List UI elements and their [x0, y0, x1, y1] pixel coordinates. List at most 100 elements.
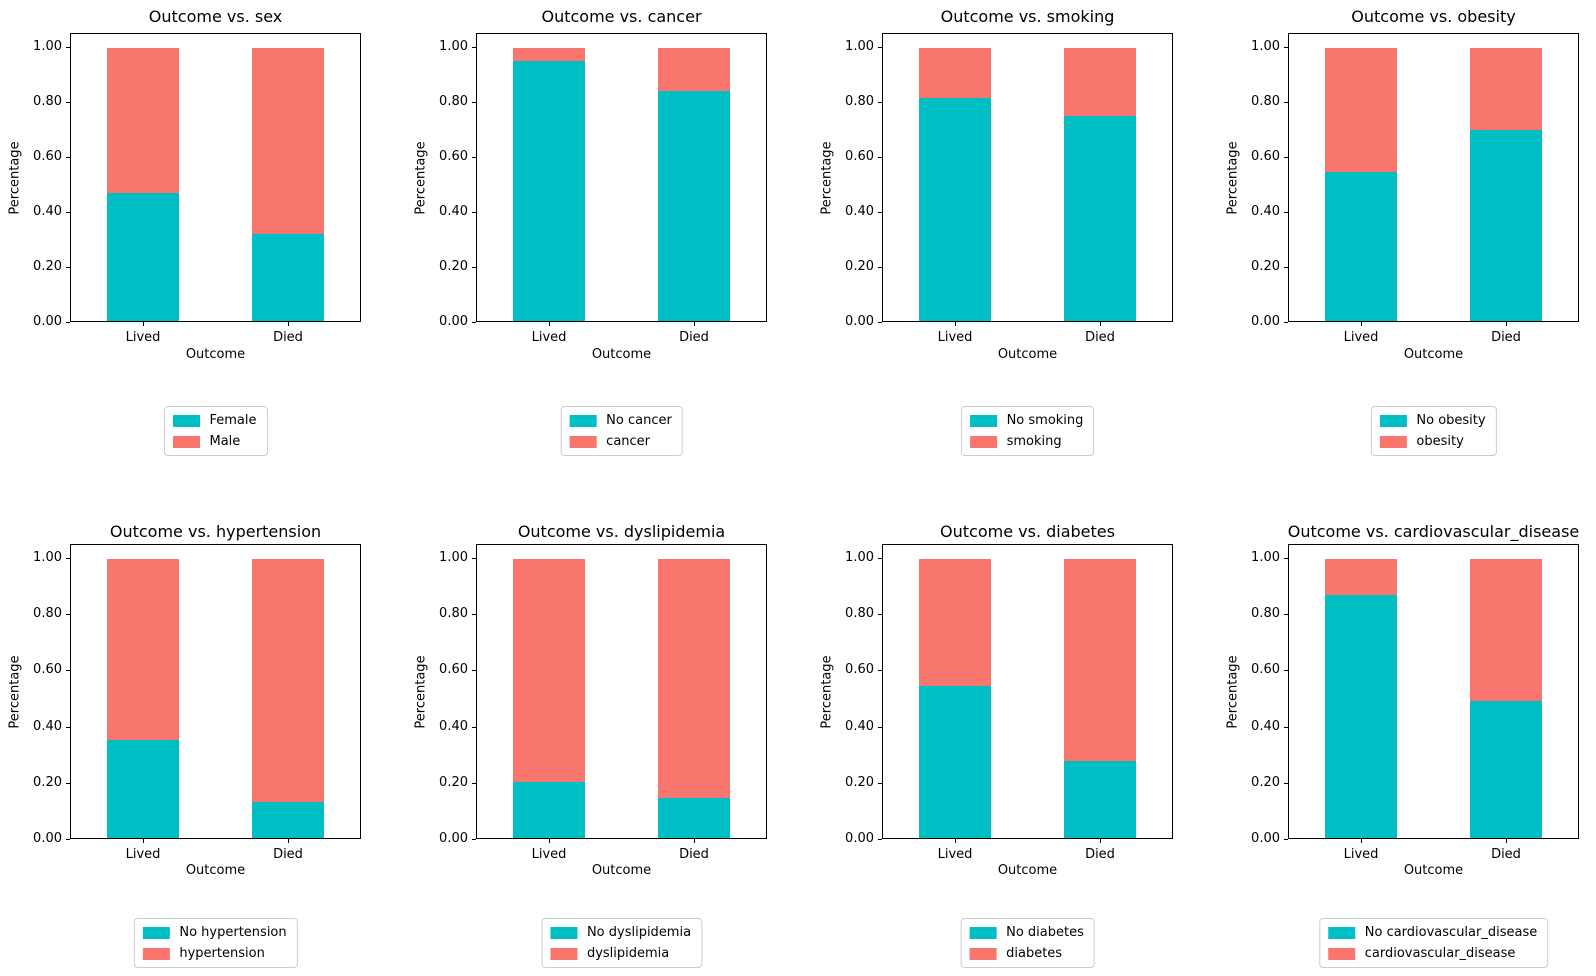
y-tick-label: 0.40: [33, 719, 62, 734]
y-tick-label: 0.20: [845, 775, 874, 790]
y-tick-label: 0.60: [33, 149, 62, 164]
y-tick-mark: [66, 267, 70, 268]
legend-swatch-icon: [142, 947, 170, 960]
bar-segment-no-cancer: [658, 91, 730, 321]
x-tick-mark: [1100, 322, 1101, 326]
y-tick-label: 1.00: [845, 39, 874, 54]
plot-area: [476, 33, 767, 322]
plot-area: [1288, 544, 1579, 839]
legend: No smoking smoking: [960, 406, 1095, 456]
y-tick-mark: [472, 839, 476, 840]
legend-swatch-icon: [969, 435, 997, 448]
x-tick-label: Died: [1491, 847, 1521, 862]
x-tick-mark: [955, 839, 956, 843]
legend-label: obesity: [1416, 434, 1464, 449]
x-tick-label: Died: [679, 847, 709, 862]
legend-swatch-icon: [969, 947, 997, 960]
y-tick-label: 0.20: [33, 259, 62, 274]
legend: Female Male: [163, 406, 268, 456]
plot-area: [70, 544, 361, 839]
bar-segment-dyslipidemia: [658, 558, 730, 798]
legend-swatch-icon: [549, 926, 577, 939]
legend: No diabetes diabetes: [960, 918, 1095, 968]
y-tick-label: 0.40: [33, 204, 62, 219]
y-tick-label: 0.40: [845, 719, 874, 734]
y-tick-mark: [472, 102, 476, 103]
x-axis-label: Outcome: [591, 863, 652, 878]
bar-lived: [1325, 47, 1397, 321]
legend-label: No hypertension: [179, 925, 287, 940]
y-tick-mark: [472, 47, 476, 48]
chart-title: Outcome vs. dyslipidemia: [517, 522, 726, 541]
y-tick-label: 0.20: [33, 775, 62, 790]
plot-area: [882, 544, 1173, 839]
y-tick-label: 0.80: [439, 94, 468, 109]
y-tick-label: 0.20: [1251, 259, 1280, 274]
y-tick-mark: [472, 614, 476, 615]
chart-title: Outcome vs. sex: [148, 7, 283, 26]
plot-area: [70, 33, 361, 322]
bar-segment-no-cardiovascular-disease: [1470, 701, 1542, 838]
x-tick-label: Died: [679, 330, 709, 345]
legend: No cancer cancer: [560, 406, 683, 456]
bar-segment-cardiovascular-disease: [1325, 558, 1397, 596]
bar-died: [252, 558, 324, 838]
legend-swatch-icon: [969, 414, 997, 427]
y-tick-mark: [66, 614, 70, 615]
bar-segment-male: [107, 47, 179, 193]
plot-area: [1288, 33, 1579, 322]
legend-label: diabetes: [1006, 946, 1063, 961]
y-tick-label: 1.00: [1251, 550, 1280, 565]
y-tick-mark: [878, 727, 882, 728]
y-tick-label: 0.60: [1251, 149, 1280, 164]
bar-segment-no-cancer: [513, 61, 585, 321]
x-tick-label: Lived: [531, 330, 567, 345]
y-tick-mark: [878, 47, 882, 48]
legend-swatch-icon: [172, 435, 200, 448]
x-tick-mark: [1506, 839, 1507, 843]
y-tick-label: 0.60: [1251, 662, 1280, 677]
y-tick-mark: [472, 157, 476, 158]
y-tick-label: 0.60: [845, 149, 874, 164]
bar-segment-female: [107, 192, 179, 321]
x-tick-label: Lived: [937, 330, 973, 345]
legend-item: No smoking: [969, 412, 1083, 429]
x-tick-mark: [549, 322, 550, 326]
x-axis-label: Outcome: [997, 863, 1058, 878]
bar-segment-obesity: [1470, 47, 1542, 130]
plot-area: [476, 544, 767, 839]
legend: No hypertension hypertension: [133, 918, 298, 968]
y-tick-label: 0.40: [1251, 719, 1280, 734]
x-tick-mark: [694, 322, 695, 326]
legend-item: smoking: [969, 433, 1084, 450]
bar-died: [1064, 47, 1136, 321]
y-tick-mark: [1284, 839, 1288, 840]
y-tick-mark: [1284, 727, 1288, 728]
bar-segment-no-obesity: [1325, 172, 1397, 321]
x-tick-mark: [1506, 322, 1507, 326]
bar-segment-no-dyslipidemia: [658, 797, 730, 838]
x-tick-mark: [288, 839, 289, 843]
legend-item: Male: [172, 433, 256, 450]
legend-item: No cancer: [569, 412, 672, 429]
y-tick-label: 0.00: [33, 831, 62, 846]
y-tick-label: 0.80: [33, 94, 62, 109]
legend-item: No obesity: [1379, 412, 1486, 429]
legend-label: smoking: [1006, 434, 1062, 449]
x-tick-mark: [288, 322, 289, 326]
y-tick-mark: [1284, 102, 1288, 103]
legend-item: diabetes: [969, 945, 1084, 962]
y-tick-mark: [472, 267, 476, 268]
chart-title: Outcome vs. hypertension: [109, 522, 322, 541]
bar-lived: [107, 47, 179, 321]
y-tick-label: 0.00: [1251, 314, 1280, 329]
y-tick-label: 0.00: [439, 314, 468, 329]
x-tick-label: Died: [1085, 847, 1115, 862]
bar-died: [658, 47, 730, 321]
x-tick-label: Died: [1085, 330, 1115, 345]
y-tick-label: 0.60: [439, 662, 468, 677]
legend-label: Male: [209, 434, 241, 449]
bar-died: [1470, 47, 1542, 321]
y-tick-mark: [1284, 614, 1288, 615]
